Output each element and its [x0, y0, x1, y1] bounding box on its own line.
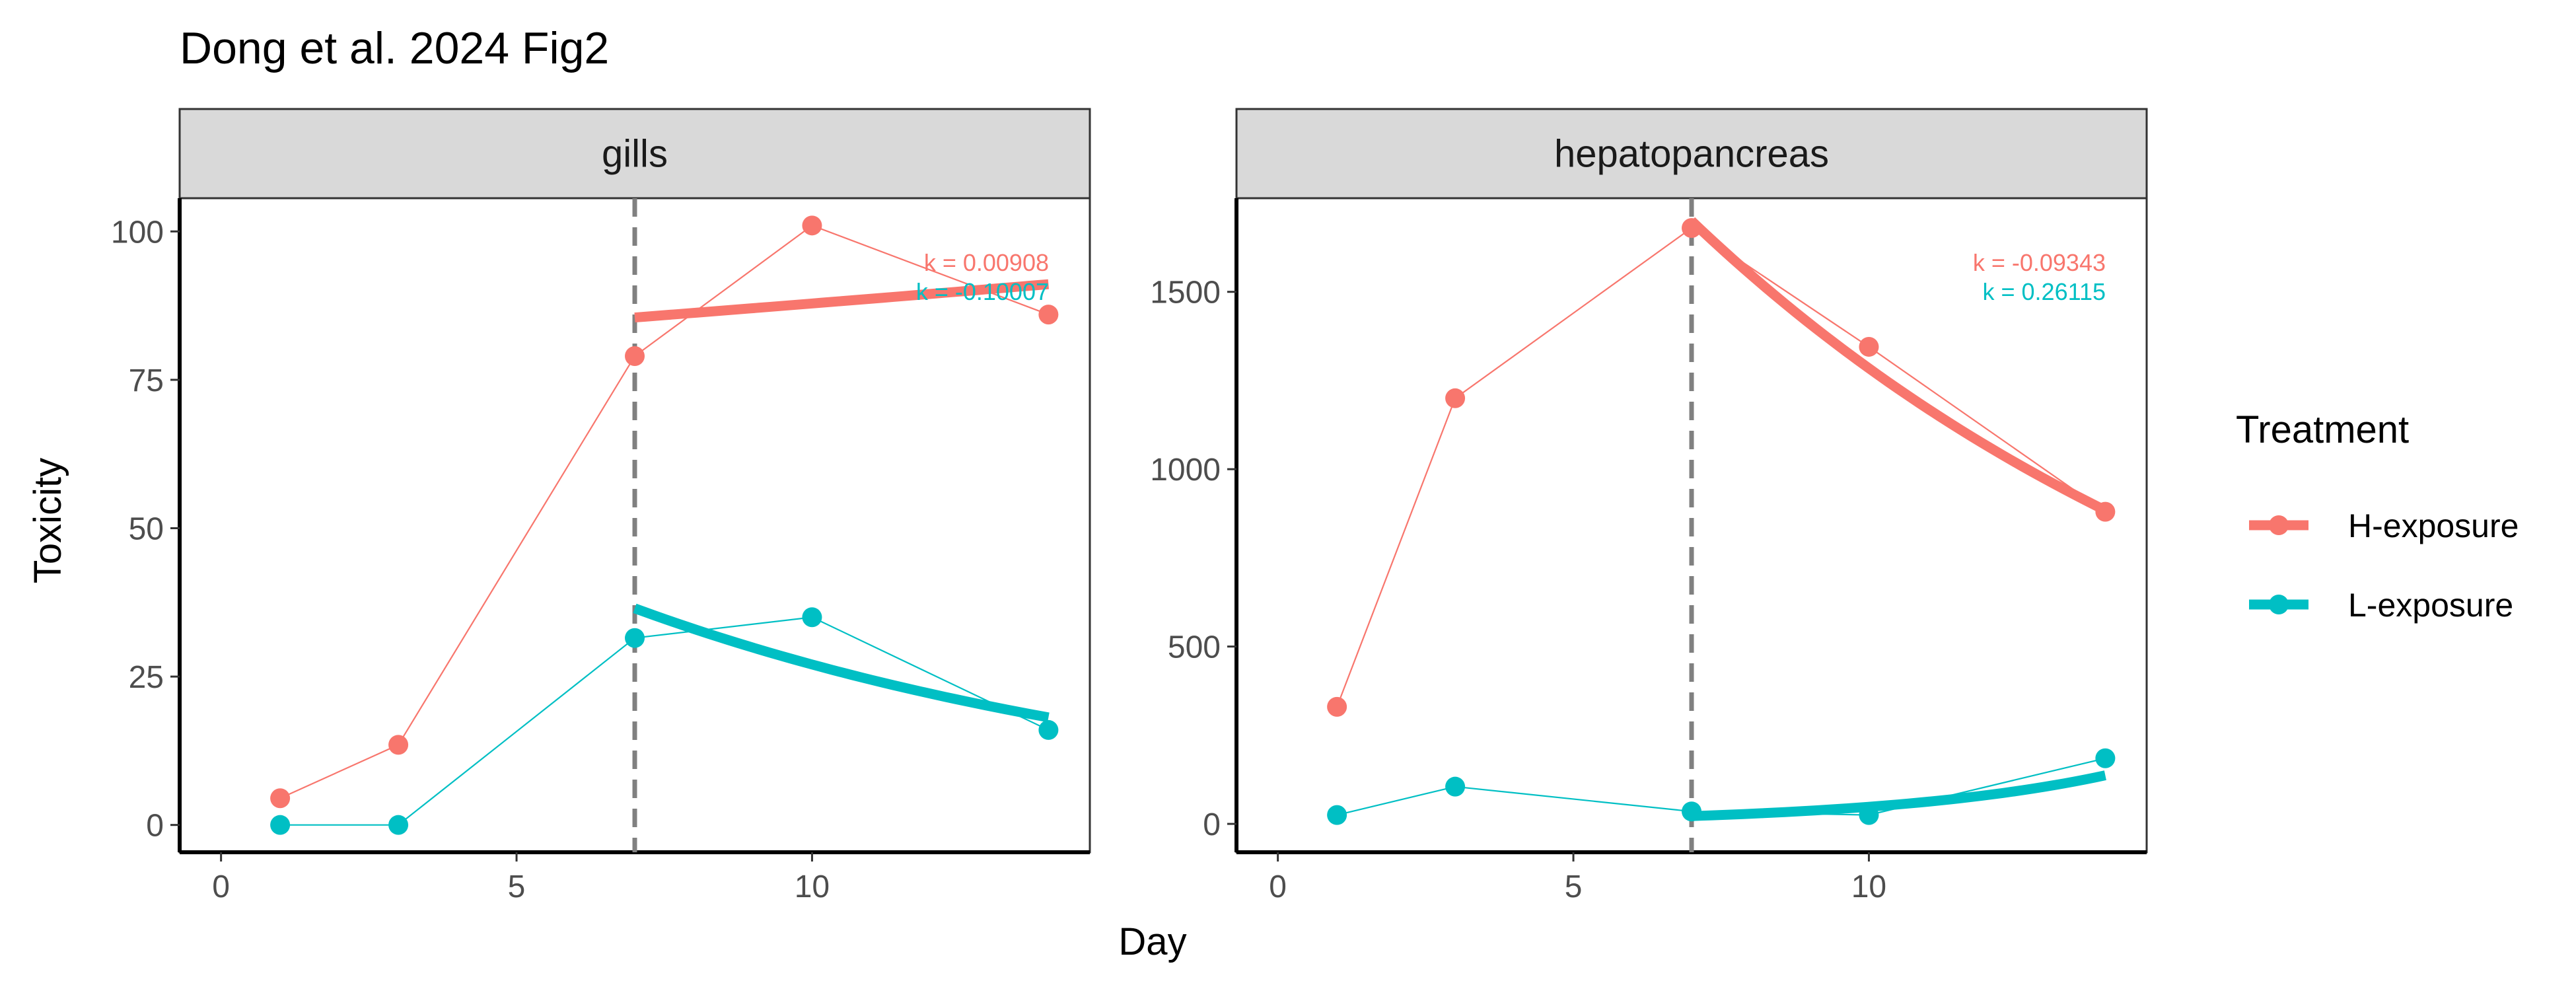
y-tick-label: 1500 [1150, 275, 1221, 311]
legend-key-point [2269, 595, 2289, 614]
data-point-l-exposure [1682, 801, 1701, 822]
data-point-l-exposure [2095, 748, 2116, 768]
data-point-l-exposure [270, 815, 291, 835]
y-tick-label: 0 [146, 809, 164, 844]
x-tick-label: 5 [1565, 869, 1583, 904]
data-point-h-exposure [1327, 696, 1347, 717]
legend-entry-h-exposure: H-exposure [2249, 507, 2519, 544]
fit-curve-l-exposure [633, 603, 1050, 723]
data-point-l-exposure [802, 607, 822, 628]
data-point-l-exposure [625, 628, 645, 648]
x-tick-label: 5 [508, 869, 526, 904]
y-tick-label: 50 [129, 511, 164, 546]
data-point-h-exposure [1682, 218, 1701, 239]
data-point-h-exposure [270, 788, 291, 809]
series-line-l-exposure [280, 616, 1049, 826]
data-point-l-exposure [1859, 805, 1879, 825]
facet-strip-label: gills [602, 133, 668, 176]
legend-title: Treatment [2236, 408, 2409, 451]
x-axis-title: Day [1118, 920, 1186, 963]
k-annotation: k = -0.09343 [1973, 249, 2106, 276]
legend: Treatment H-exposure L-exposure [2236, 408, 2519, 624]
data-point-h-exposure [2095, 501, 2116, 522]
fit-curve-h-exposure [634, 279, 1049, 323]
y-tick-label: 1000 [1150, 453, 1221, 488]
y-tick-label: 0 [1203, 807, 1221, 842]
data-point-h-exposure [1859, 336, 1879, 357]
chart-title: Dong et al. 2024 Fig2 [180, 23, 609, 73]
x-tick-label: 0 [1269, 869, 1287, 904]
y-axis-title: Toxicity [26, 458, 69, 583]
data-point-l-exposure [1038, 719, 1059, 740]
y-tick-label: 75 [129, 363, 164, 398]
data-point-h-exposure [625, 346, 645, 366]
x-tick-label: 0 [212, 869, 230, 904]
legend-label: L-exposure [2348, 587, 2513, 624]
data-point-l-exposure [1327, 805, 1347, 825]
data-point-h-exposure [802, 215, 822, 236]
k-annotation: k = -0.10007 [916, 278, 1049, 305]
data-point-h-exposure [1038, 305, 1059, 325]
x-tick-label: 10 [1851, 869, 1886, 904]
facet-strip-label: hepatopancreas [1554, 133, 1829, 176]
legend-label: H-exposure [2348, 507, 2519, 544]
data-point-l-exposure [388, 815, 409, 835]
k-annotation: k = 0.00908 [924, 249, 1049, 276]
fit-curve-h-exposure [1688, 217, 2108, 515]
data-point-h-exposure [1445, 388, 1466, 408]
y-tick-label: 100 [111, 215, 164, 250]
facet-strip [1235, 108, 2148, 200]
fit-curve-l-exposure [1691, 770, 2106, 821]
data-point-h-exposure [388, 735, 409, 755]
y-tick-label: 500 [1168, 630, 1221, 665]
data-point-l-exposure [1445, 776, 1466, 797]
panel-hepatopancreas: hepatopancreas 0 500 1000 1500 0 5 10 k = -0.093… [1150, 108, 2148, 904]
x-tick-label: 10 [795, 869, 830, 904]
y-tick-label: 25 [129, 660, 164, 695]
legend-key-point [2269, 515, 2289, 535]
k-annotation: k = 0.26115 [1983, 278, 2106, 305]
facet-strip [178, 108, 1091, 200]
legend-entry-l-exposure: L-exposure [2249, 587, 2513, 624]
